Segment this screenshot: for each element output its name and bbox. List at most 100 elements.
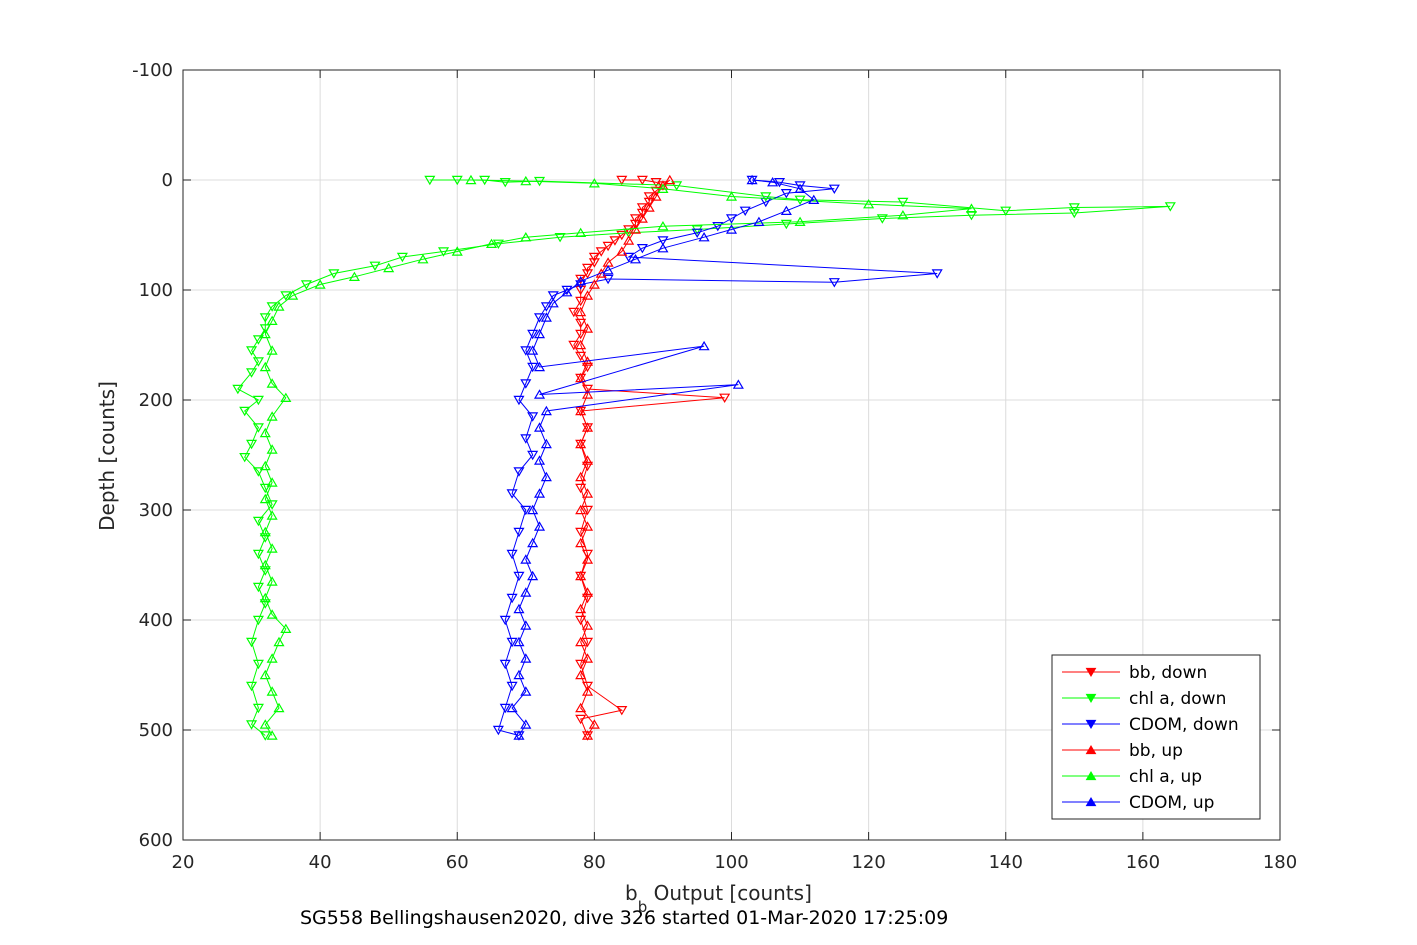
data-point — [794, 183, 806, 193]
data-point — [266, 345, 278, 355]
data-point — [719, 393, 731, 404]
data-point — [527, 329, 539, 340]
data-point — [506, 549, 518, 560]
data-point — [636, 213, 648, 223]
data-point — [513, 636, 525, 647]
data-point — [451, 246, 463, 256]
data-point — [828, 278, 840, 288]
data-point — [664, 174, 676, 185]
data-point — [863, 198, 875, 209]
data-point — [575, 483, 587, 494]
data-point — [533, 313, 546, 323]
data-point — [588, 252, 600, 263]
data-point — [266, 500, 278, 510]
data-point — [876, 214, 888, 224]
data-point — [698, 340, 710, 351]
data-point — [369, 261, 381, 272]
legend-marker — [1085, 719, 1097, 730]
data-point — [246, 681, 258, 692]
y-tick-label: 300 — [139, 500, 173, 521]
data-point — [527, 504, 539, 515]
data-point — [417, 253, 429, 264]
data-point — [561, 286, 573, 297]
data-point — [746, 174, 758, 185]
data-point — [266, 686, 278, 696]
data-point — [328, 269, 340, 279]
data-point — [575, 285, 587, 296]
data-point — [602, 274, 614, 285]
data-point — [513, 603, 525, 614]
data-point — [575, 669, 587, 680]
data-point — [314, 279, 326, 289]
data-point — [643, 192, 655, 202]
data-point — [252, 582, 264, 593]
svg-text:bb Output [counts]: bb Output [counts] — [625, 881, 812, 916]
data-point — [533, 389, 546, 399]
x-tick-label: 20 — [172, 852, 195, 873]
data-point — [780, 189, 792, 199]
data-point — [712, 222, 724, 232]
series-1 — [232, 175, 1176, 741]
data-point — [657, 220, 669, 231]
data-point — [252, 516, 264, 527]
data-point — [266, 315, 278, 325]
x-tick-label: 40 — [309, 852, 332, 873]
data-point — [520, 554, 532, 564]
chart-caption: SG558 Bellingshausen2020, dive 326 start… — [300, 907, 948, 929]
data-point — [259, 361, 271, 372]
data-point — [520, 434, 532, 444]
data-point — [581, 505, 594, 516]
data-point — [575, 504, 587, 515]
y-tick-label: 200 — [139, 390, 173, 411]
data-point — [513, 527, 525, 538]
data-point — [568, 340, 580, 351]
data-point — [520, 686, 532, 696]
legend-marker — [1085, 770, 1097, 781]
data-point — [725, 224, 738, 234]
data-point — [575, 372, 587, 383]
data-point — [273, 702, 285, 713]
data-point — [575, 471, 587, 482]
data-point — [280, 623, 292, 633]
data-point — [575, 405, 587, 416]
data-point — [232, 384, 244, 395]
data-point — [581, 269, 594, 279]
y-tick-label: -100 — [132, 60, 173, 81]
data-point — [616, 706, 628, 716]
series-line — [497, 179, 938, 736]
data-point — [575, 615, 587, 626]
data-point — [266, 609, 278, 619]
data-point — [588, 719, 600, 729]
data-point — [287, 290, 299, 300]
data-point — [266, 302, 278, 312]
data-point — [808, 194, 820, 204]
legend-marker — [1085, 744, 1097, 755]
data-point — [259, 483, 271, 494]
data-point — [465, 174, 477, 185]
data-point — [266, 730, 278, 740]
y-tick-label: 400 — [139, 610, 173, 631]
data-point — [636, 244, 648, 254]
y-axis-label: Depth [counts] — [95, 381, 119, 531]
data-point — [547, 291, 559, 301]
data-point — [671, 181, 683, 191]
data-point — [266, 477, 278, 487]
data-point — [259, 526, 271, 537]
data-point — [396, 252, 408, 263]
data-point — [581, 389, 594, 399]
data-point — [533, 488, 546, 498]
data-point — [259, 328, 271, 339]
data-point — [643, 197, 655, 208]
data-point — [732, 379, 744, 389]
x-axis-label-main: b — [625, 881, 638, 905]
data-point — [246, 346, 258, 356]
data-point — [252, 615, 264, 626]
data-point — [581, 686, 594, 696]
data-point — [575, 636, 587, 647]
legend-label: CDOM, up — [1129, 793, 1214, 813]
legend-entry: CDOM, up — [1062, 793, 1214, 813]
data-point — [897, 209, 909, 220]
data-point — [259, 460, 271, 471]
data-point — [513, 467, 525, 477]
